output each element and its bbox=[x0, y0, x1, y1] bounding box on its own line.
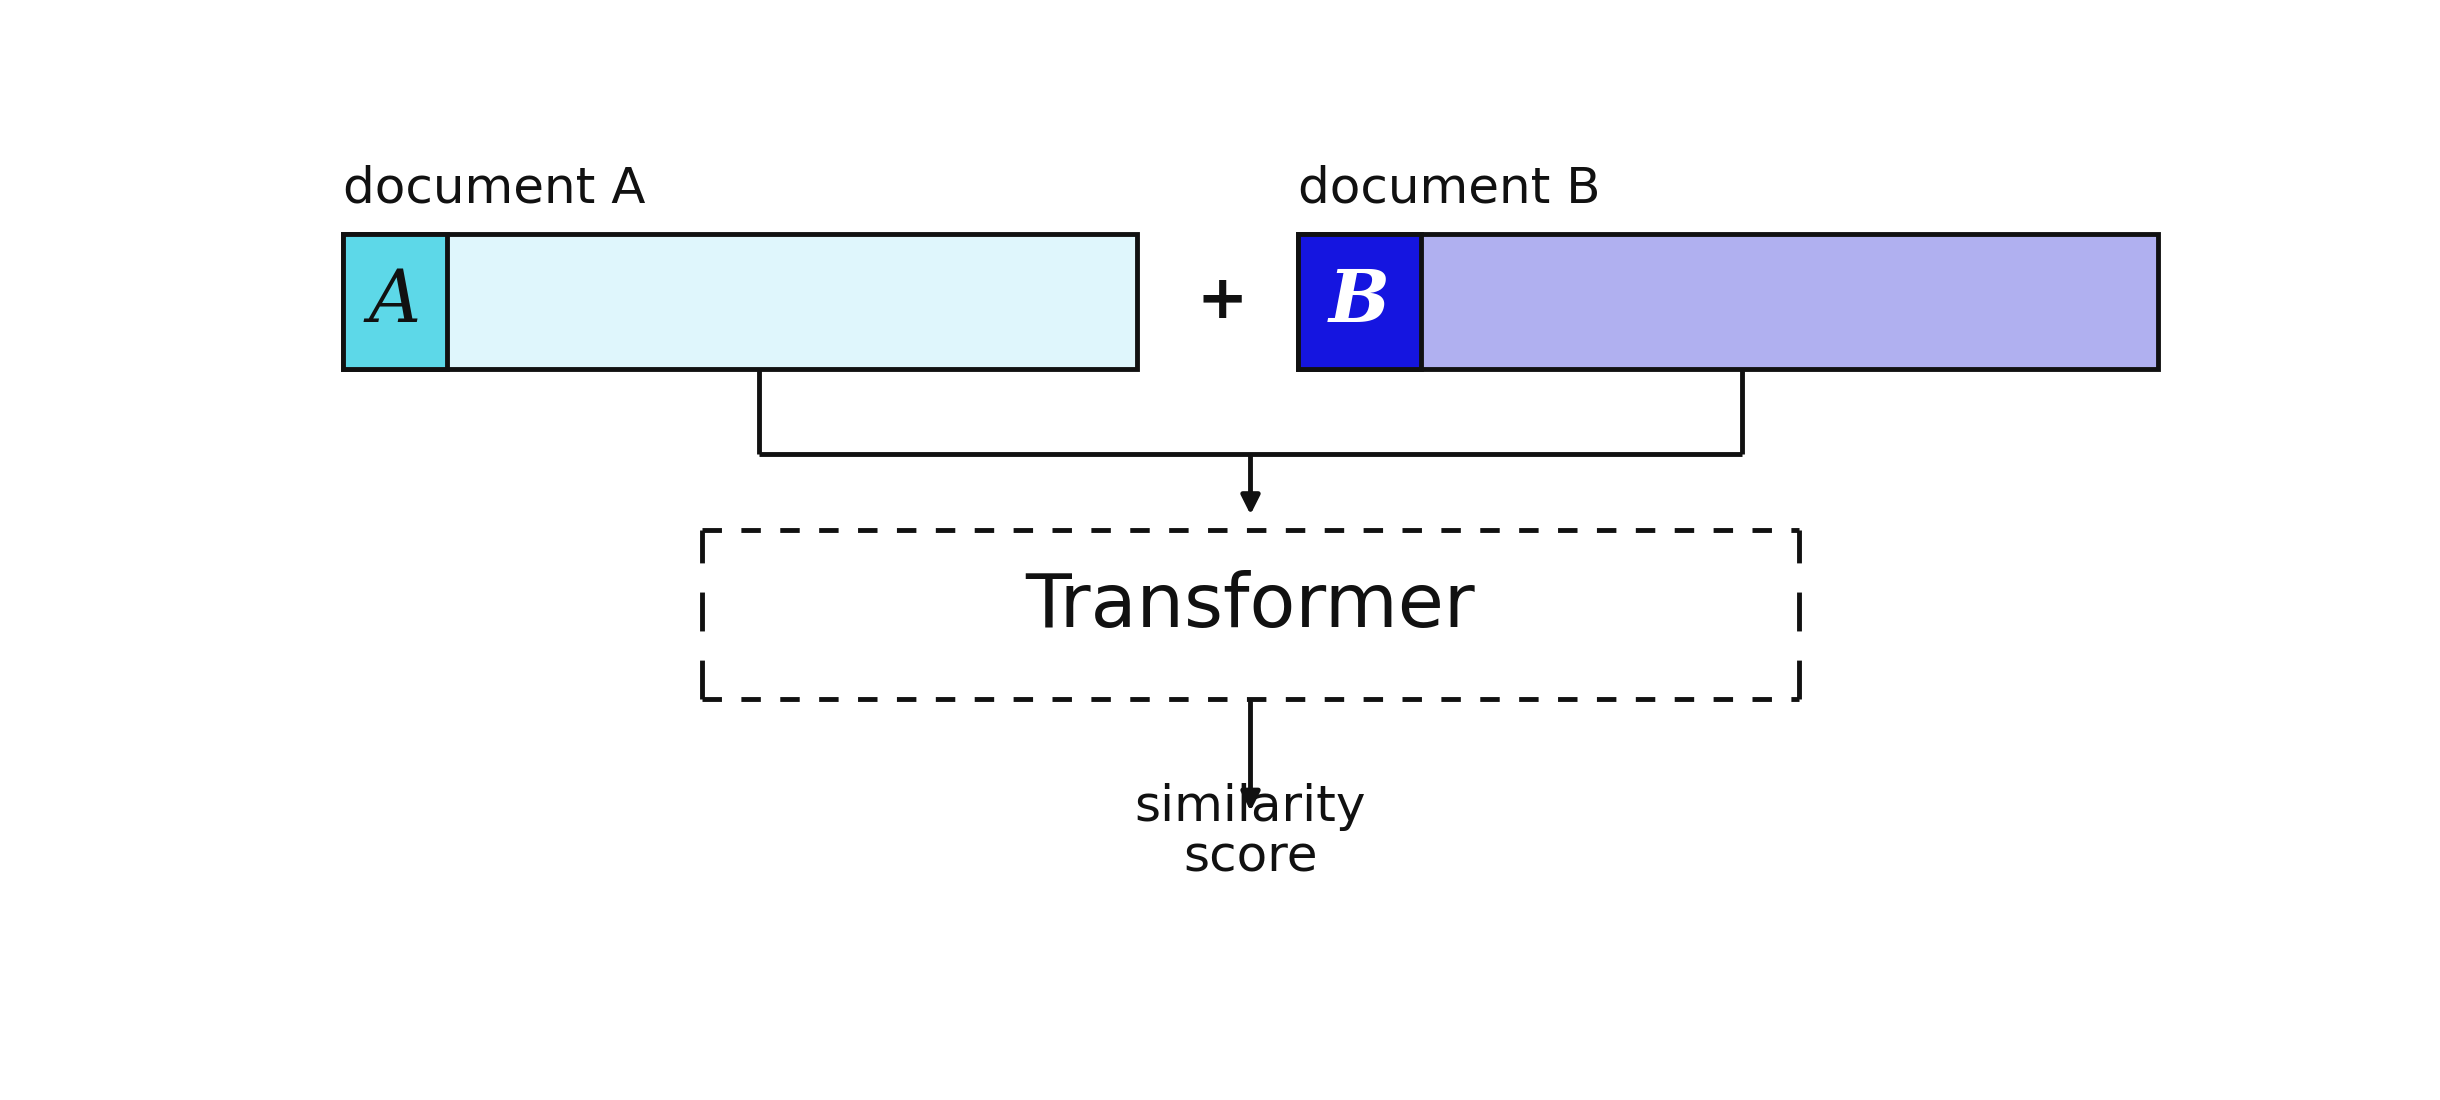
Bar bbox=[1298, 233, 2159, 370]
Text: similarity: similarity bbox=[1135, 783, 1366, 830]
Bar bbox=[1298, 233, 1420, 370]
Bar bbox=[342, 233, 1137, 370]
Text: score: score bbox=[1183, 834, 1318, 881]
Text: document A: document A bbox=[342, 165, 644, 212]
Text: Transformer: Transformer bbox=[1025, 570, 1476, 642]
Text: A: A bbox=[368, 266, 420, 337]
Text: +: + bbox=[1196, 272, 1247, 331]
Text: B: B bbox=[1330, 266, 1391, 337]
Text: document B: document B bbox=[1298, 165, 1601, 212]
Bar bbox=[342, 233, 447, 370]
